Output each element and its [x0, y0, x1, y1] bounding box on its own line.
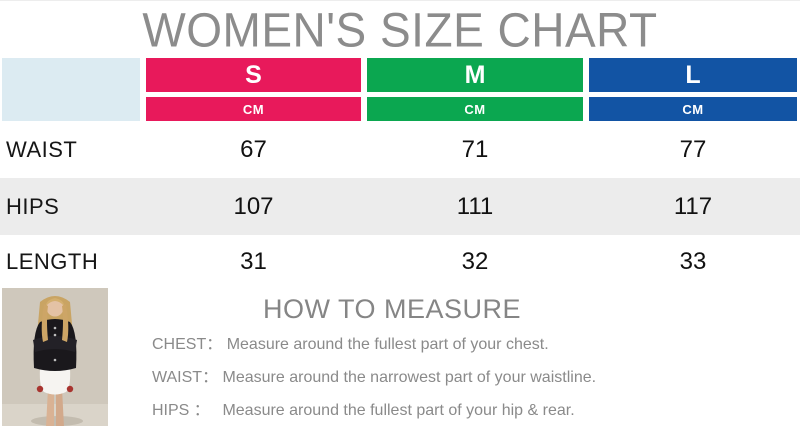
measure-item-chest-label: CHEST： [152, 336, 223, 353]
table-row-waist: WAIST 67 71 77 [0, 121, 800, 178]
measure-item-waist-text: Measure around the narrowest part of you… [222, 369, 597, 386]
row-label-length: LENGTH [6, 248, 99, 274]
row-label-waist: WAIST [6, 136, 78, 162]
unit-label-l: CM [589, 97, 797, 121]
size-header-l: L [589, 58, 797, 92]
table-row-hips: HIPS 107 111 117 [0, 178, 800, 235]
measure-item-chest-text: Measure around the fullest part of your … [226, 336, 549, 353]
size-header-s: S [146, 58, 361, 92]
measure-item-waist: WAIST： Measure around the narrowest part… [152, 368, 632, 388]
title-bar: WOMEN'S SIZE CHART [0, 1, 800, 58]
measure-item-hips-label: HIPS ： [152, 402, 210, 419]
cell-waist-l: 77 [679, 135, 707, 163]
measure-guide: HOW TO MEASURE CHEST： Measure around the… [152, 288, 632, 426]
measure-item-waist-label: WAIST： [152, 369, 219, 386]
unit-label-m: CM [367, 97, 583, 121]
measure-item-hips-text: Measure around the fullest part of your … [222, 402, 575, 419]
measure-item-hips: HIPS ： Measure around the fullest part o… [152, 401, 632, 421]
cell-hips-l: 117 [673, 192, 713, 220]
unit-label-s: CM [146, 97, 361, 121]
cell-length-m: 32 [461, 247, 489, 275]
cell-waist-m: 71 [461, 135, 489, 163]
measure-item-chest: CHEST： Measure around the fullest part o… [152, 335, 632, 355]
row-label-hips: HIPS [6, 193, 60, 219]
table-row-length: LENGTH 31 32 33 [0, 235, 800, 288]
size-header-m: M [367, 58, 583, 92]
shorts-bow-left [36, 385, 44, 393]
page-title: WOMEN'S SIZE CHART [142, 2, 658, 57]
cell-length-s: 31 [240, 247, 267, 275]
shorts-bow-right [66, 385, 74, 393]
model-photo [2, 288, 108, 426]
cell-length-l: 33 [679, 247, 707, 275]
cell-hips-m: 111 [456, 192, 494, 220]
measure-guide-heading: HOW TO MEASURE [262, 294, 522, 324]
cell-waist-s: 67 [240, 135, 267, 163]
cell-hips-s: 107 [233, 192, 274, 220]
table-corner-cell [2, 58, 140, 121]
size-table-header: S M L CM CM CM [0, 58, 800, 121]
how-to-measure-section: HOW TO MEASURE CHEST： Measure around the… [0, 288, 800, 426]
